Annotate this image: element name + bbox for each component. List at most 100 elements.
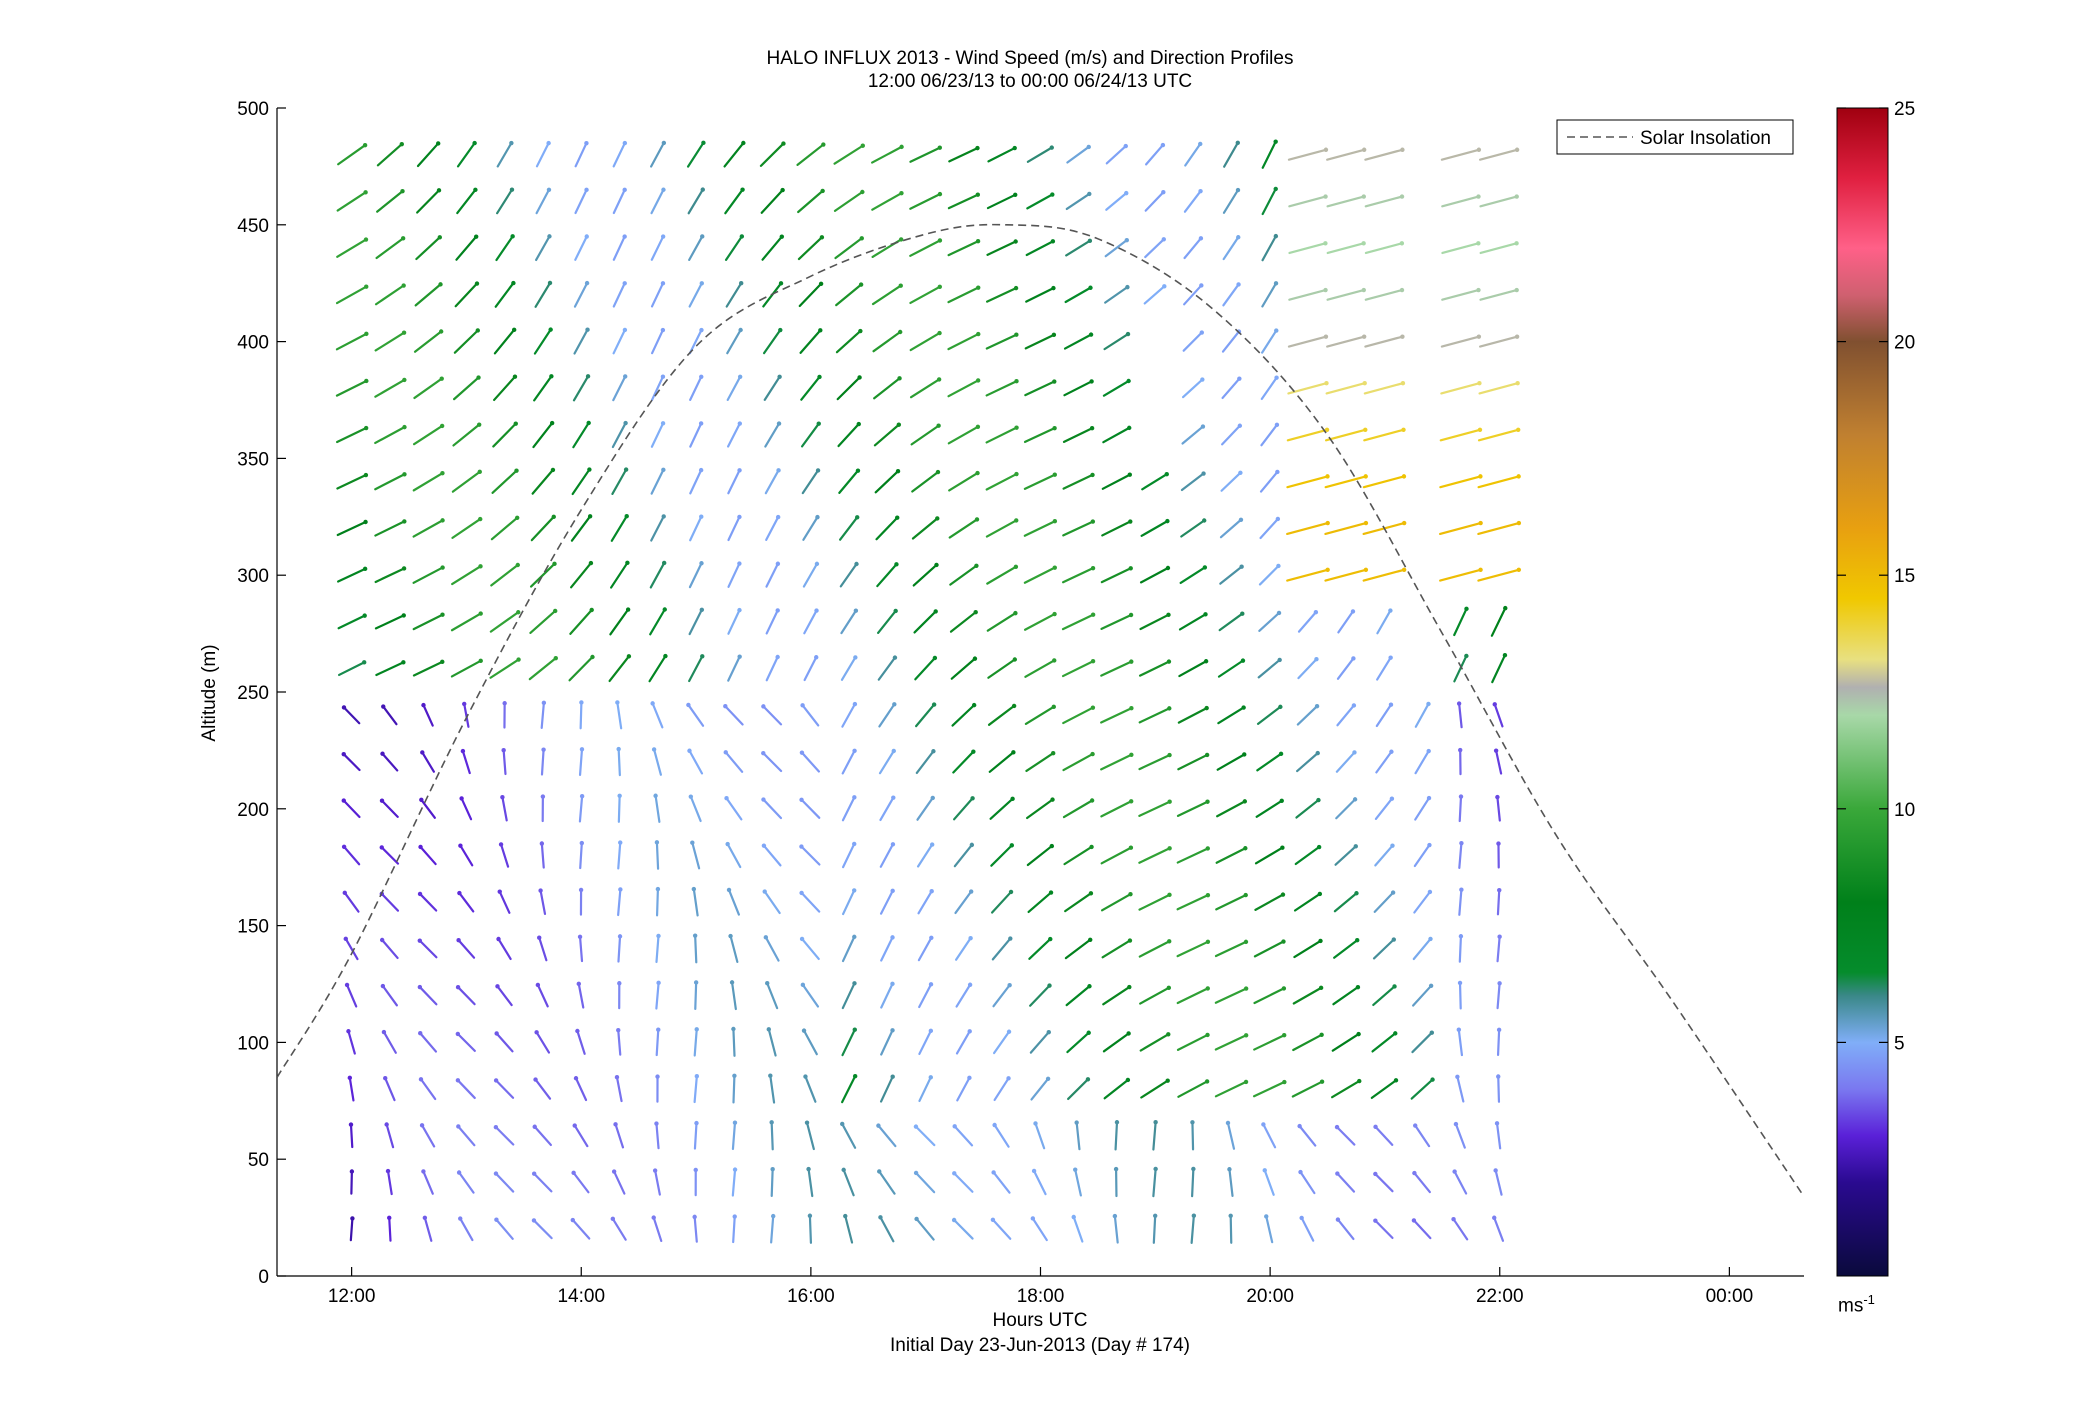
wind-arrow-head-18-16 (1052, 472, 1057, 477)
wind-arrow-head-7-18 (623, 374, 628, 379)
wind-arrow-head-4-4 (494, 1031, 499, 1036)
wind-arrow-head-24-5 (1281, 986, 1287, 991)
wind-arrow-head-12-11 (800, 703, 805, 708)
wind-arrow-15-5 (918, 983, 933, 1009)
wind-arrow-head-4-2 (493, 1124, 499, 1130)
wind-arrow-7-20 (612, 282, 626, 308)
wind-arrow-0-14 (337, 567, 367, 583)
wind-arrow-23-16 (1220, 471, 1242, 492)
wind-arrow-head-18-12 (1052, 658, 1057, 663)
wind-arrow-head-13-5 (852, 981, 857, 986)
wind-arrow-24-10 (1256, 752, 1283, 772)
wind-arrow-head-2-7 (417, 891, 423, 897)
wind-arrow-head-24-14 (1276, 563, 1281, 569)
wind-arrow-head-8-6 (656, 933, 661, 939)
wind-arrow-head-26-1 (1335, 1171, 1340, 1176)
wind-arrow-10-18 (726, 375, 742, 401)
y-tick-label-6: 300 (237, 566, 269, 587)
wind-arrow-12-14 (802, 562, 819, 588)
y-ticks: 0 50 100 150 200 250 300 350 400 450 500 (237, 99, 286, 1288)
wind-arrow-head-21-2 (1153, 1119, 1158, 1125)
wind-arrow-17-4 (993, 1030, 1011, 1055)
wind-arrow-30-23 (1478, 148, 1519, 161)
wind-arrow-16-3 (956, 1076, 971, 1102)
wind-arrow-head-26-18 (1362, 381, 1367, 386)
wind-arrow-17-17 (985, 426, 1018, 444)
wind-arrow-head-26-13 (1350, 609, 1356, 614)
wind-arrow-28-3 (1410, 1078, 1434, 1100)
wind-arrow-18-18 (1024, 380, 1056, 397)
wind-arrow-15-11 (915, 703, 936, 728)
wind-arrow-1-11 (382, 705, 398, 726)
x-tick-label-1: 14:00 (557, 1286, 605, 1307)
wind-arrow-4-13 (489, 611, 520, 633)
wind-arrow-head-24-13 (1276, 610, 1282, 616)
wind-arrow-head-18-10 (1050, 751, 1056, 756)
wind-arrow-30-17 (1477, 428, 1520, 442)
wind-arrow-6-10 (578, 748, 584, 776)
wind-arrow-18-23 (1026, 146, 1053, 163)
wind-arrow-head-5-12 (553, 655, 558, 661)
wind-arrow-head-29-1 (1452, 1169, 1457, 1174)
wind-arrow-0-15 (336, 520, 367, 537)
wind-arrow-14-1 (878, 1170, 896, 1195)
wind-arrow-16-22 (947, 193, 979, 210)
wind-arrow-head-27-22 (1399, 194, 1405, 199)
wind-arrow-head-10-9 (724, 796, 729, 801)
wind-arrow-head-24-15 (1275, 516, 1281, 522)
wind-arrow-12-3 (804, 1075, 817, 1103)
wind-arrow-22-21 (1183, 237, 1203, 260)
wind-arrow-1-7 (380, 892, 400, 912)
wind-arrow-25-5 (1292, 986, 1323, 1005)
wind-arrow-10-16 (727, 469, 741, 495)
wind-arrow-head-19-21 (1087, 238, 1093, 244)
wind-arrow-11-18 (763, 375, 781, 401)
wind-arrow-head-28-11 (1426, 701, 1431, 707)
wind-arrow-head-14-15 (895, 515, 900, 520)
wind-arrow-head-1-20 (401, 283, 406, 288)
wind-arrow-head-10-23 (741, 140, 746, 146)
wind-arrow-11-17 (764, 422, 781, 448)
wind-arrow-8-17 (650, 422, 665, 448)
wind-arrow-21-20 (1143, 285, 1166, 305)
wind-arrow-head-22-4 (1205, 1032, 1210, 1038)
wind-arrow-26-0 (1336, 1218, 1355, 1241)
wind-arrow-6-9 (578, 795, 584, 823)
wind-arrow-head-13-23 (860, 143, 865, 148)
wind-arrow-24-18 (1260, 376, 1278, 401)
wind-arrow-17-14 (986, 565, 1017, 585)
wind-arrow-head-23-18 (1237, 376, 1242, 381)
wind-arrow-head-17-20 (1013, 285, 1019, 291)
wind-arrow-head-15-22 (937, 191, 943, 197)
wind-arrow-5-21 (535, 235, 551, 262)
wind-arrow-30-9 (1496, 795, 1501, 822)
wind-arrow-head-25-14 (1325, 567, 1330, 572)
wind-arrow-12-2 (805, 1121, 815, 1151)
wind-arrow-15-14 (912, 563, 938, 587)
wind-arrow-head-8-19 (660, 327, 666, 333)
wind-arrow-head-6-9 (579, 793, 585, 799)
wind-arrow-2-10 (421, 751, 435, 773)
wind-arrow-head-3-6 (456, 938, 461, 943)
wind-arrow-head-23-7 (1243, 892, 1248, 898)
wind-arrow-head-5-21 (547, 234, 552, 239)
wind-arrow-head-2-15 (440, 518, 445, 523)
wind-arrow-5-14 (529, 562, 556, 588)
wind-arrow-28-0 (1412, 1219, 1432, 1240)
wind-arrow-head-0-11 (341, 705, 347, 710)
wind-arrow-head-1-1 (385, 1168, 391, 1174)
wind-arrow-head-28-6 (1428, 936, 1433, 942)
wind-arrow-8-23 (650, 141, 665, 168)
wind-arrow-head-4-21 (510, 234, 515, 239)
wind-arrow-13-0 (844, 1214, 854, 1244)
wind-arrow-30-22 (1479, 195, 1518, 208)
wind-arrow-2-19 (413, 330, 443, 353)
wind-arrow-head-27-12 (1388, 655, 1393, 660)
wind-arrow-head-14-4 (890, 1028, 895, 1033)
wind-arrow-head-1-10 (380, 751, 385, 756)
wind-arrow-23-4 (1214, 1034, 1248, 1051)
wind-arrow-head-8-14 (661, 560, 667, 566)
wind-arrow-2-2 (420, 1124, 436, 1148)
wind-arrow-11-10 (762, 752, 783, 773)
wind-arrow-head-1-8 (379, 845, 384, 850)
